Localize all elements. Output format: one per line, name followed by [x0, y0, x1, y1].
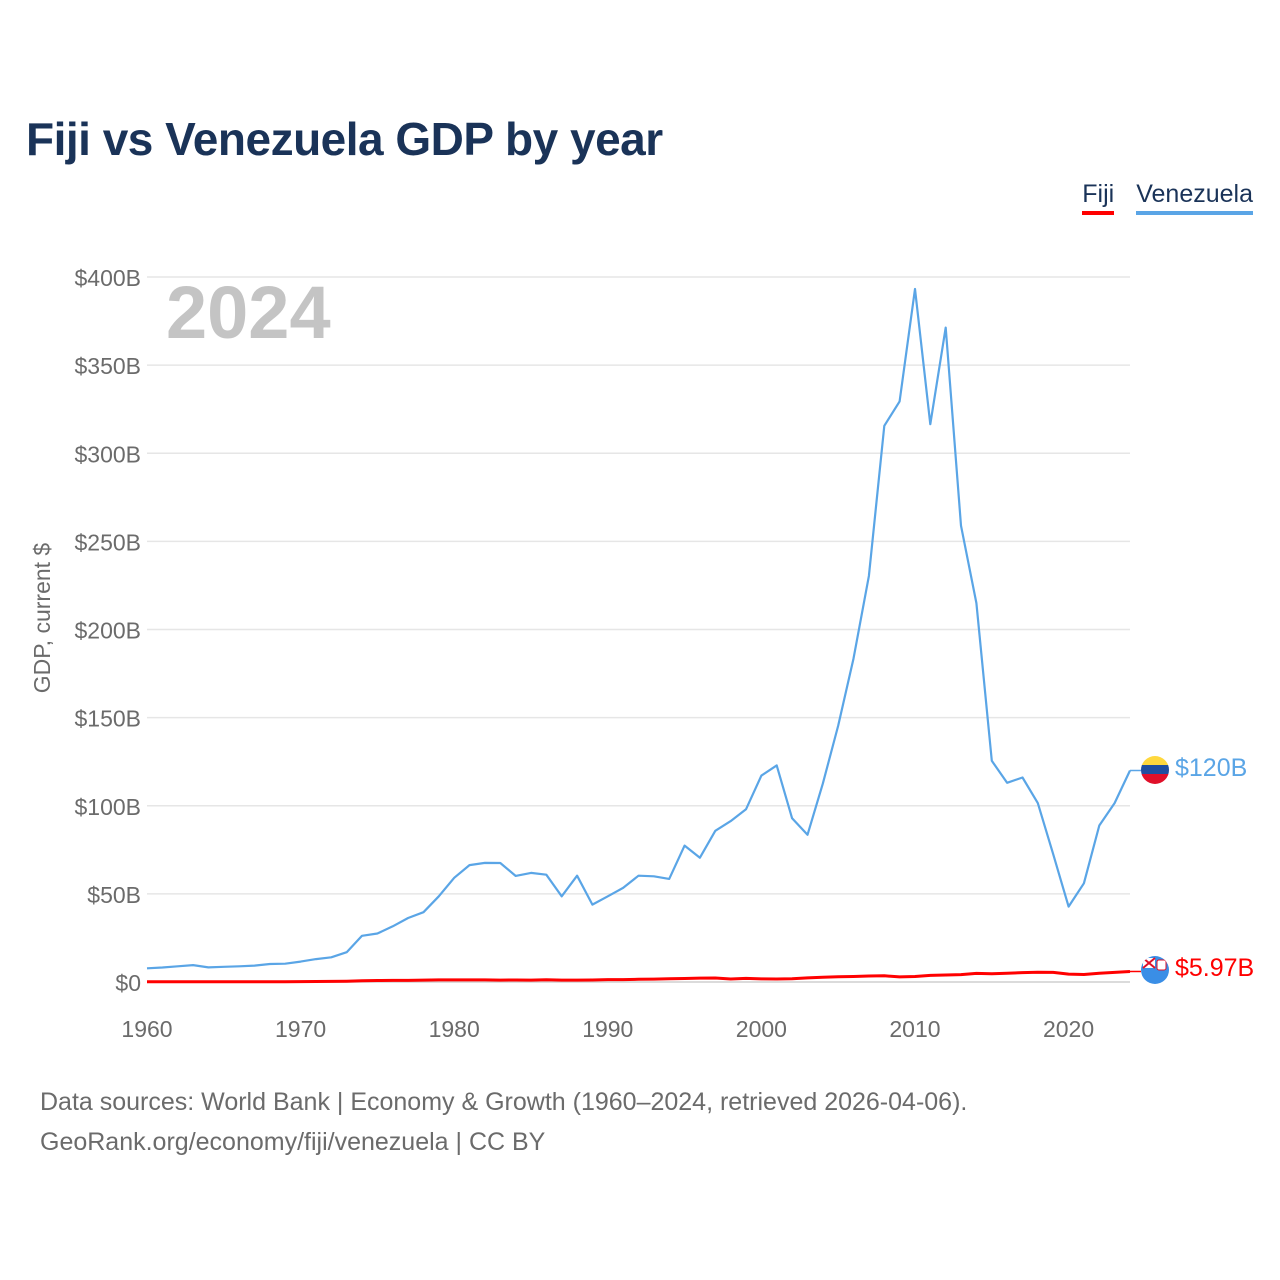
venezuela-flag-icon	[1141, 756, 1169, 784]
x-axis: 1960 1970 1980 1990 2000 2010 2020	[121, 1016, 1094, 1042]
series-line-venezuela[interactable]	[146, 287, 1131, 970]
fiji-flag-icon	[1141, 956, 1169, 984]
x-tick-label: 2020	[1043, 1016, 1094, 1042]
series-line-fiji[interactable]	[147, 970, 1131, 984]
y-tick-label: $400B	[74, 265, 141, 291]
series-lines	[146, 287, 1141, 984]
grid	[147, 276, 1130, 983]
x-tick-label: 2000	[736, 1016, 787, 1042]
source-note: Data sources: World Bank | Economy & Gro…	[40, 1082, 967, 1162]
y-tick-label: $200B	[74, 618, 141, 644]
y-tick-label: $50B	[87, 882, 141, 908]
y-axis: $0 $50B $100B $150B $200B $250B $300B $350B $400…	[74, 265, 141, 996]
venezuela-end-label: $120B	[1175, 754, 1247, 782]
source-line-2[interactable]: GeoRank.org/economy/fiji/venezuela | CC …	[40, 1128, 546, 1156]
x-tick-label: 2010	[889, 1016, 940, 1042]
x-tick-label: 1960	[121, 1016, 172, 1042]
x-tick-label: 1990	[582, 1016, 633, 1042]
chart-title: Fiji vs Venezuela GDP by year	[26, 113, 663, 165]
y-tick-label: $100B	[74, 794, 141, 820]
y-tick-label: $300B	[74, 441, 141, 467]
y-tick-label: $350B	[74, 353, 141, 379]
source-line-1: Data sources: World Bank | Economy & Gro…	[40, 1088, 968, 1116]
year-label: 2024	[166, 271, 331, 354]
x-tick-label: 1970	[275, 1016, 326, 1042]
legend-item-fiji[interactable]: Fiji	[1082, 180, 1115, 215]
fiji-end-label: $5.97B	[1175, 954, 1254, 982]
legend: Fiji Venezuela	[1082, 180, 1253, 215]
y-tick-label: $150B	[74, 706, 141, 732]
y-axis-label: GDP, current $	[29, 543, 55, 694]
legend-item-venezuela[interactable]: Venezuela	[1136, 180, 1253, 215]
x-tick-label: 1980	[429, 1016, 480, 1042]
y-tick-label: $250B	[74, 529, 141, 555]
y-tick-label: $0	[115, 970, 141, 996]
